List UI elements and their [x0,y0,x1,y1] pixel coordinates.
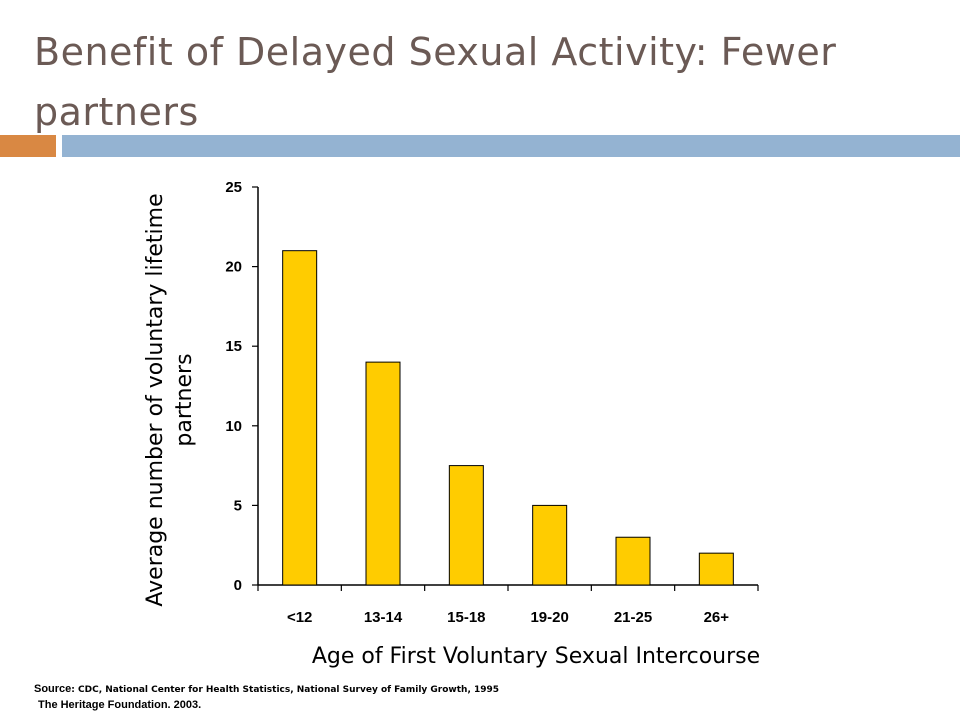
y-tick-label: 10 [225,418,242,435]
x-tick-label: 13-14 [364,609,403,626]
source-label: Source [34,683,72,695]
y-tick-label: 25 [225,179,242,196]
y-tick-label: 5 [234,497,242,514]
source-text: : CDC, National Center for Health Statis… [71,685,500,695]
y-tick-labels: 0 5 10 15 20 25 [225,179,242,594]
y-tick-label: 15 [225,338,242,355]
x-tick-label: 15-18 [447,609,485,626]
x-tick-label: 26+ [704,609,730,626]
accent-band [0,135,56,157]
x-axis-label: Age of First Voluntary Sexual Intercours… [311,644,761,669]
bar [532,504,568,586]
bar [448,465,484,586]
chart-bars [282,250,734,586]
header-band [62,135,960,157]
source-citation-line2: The Heritage Foundation. 2003. [38,699,202,711]
slide-title: Benefit of Delayed Sexual Activity: Fewe… [34,30,837,134]
y-tick-label: 0 [234,577,242,594]
x-tick-labels: <12 13-14 15-18 19-20 21-25 26+ [287,609,729,626]
x-tick-label: <12 [287,609,312,626]
bar [615,536,651,586]
x-tick-label: 19-20 [530,609,568,626]
source-citation: Source: CDC, National Center for Health … [34,683,499,695]
chart-axes [252,186,759,591]
bar [282,250,318,586]
x-tick-label: 21-25 [614,609,652,626]
bar [698,552,734,586]
y-tick-label: 20 [225,259,242,276]
bar [365,361,401,586]
